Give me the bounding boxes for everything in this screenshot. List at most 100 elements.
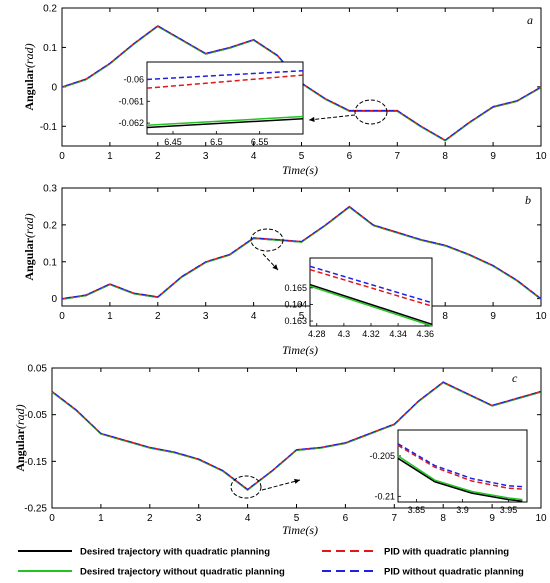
y-tick-label: 0 <box>51 294 57 305</box>
inset-panel: 4.28 4.3 4.32 4.34 4.36 0.165 0.164 0.163 <box>284 257 434 339</box>
x-tick-label: 5 <box>299 311 305 322</box>
zoom-region-marker <box>230 475 262 499</box>
x-tick-label: 5 <box>294 513 300 524</box>
inset-series-pid-noqp <box>309 265 433 304</box>
panel-label: a <box>527 13 533 27</box>
x-tick-label: 1 <box>107 311 113 322</box>
inset-y-tick-label: 0.163 <box>284 316 307 326</box>
x-tick-label: 9 <box>490 311 496 322</box>
x-tick-label: 1 <box>98 513 104 524</box>
legend-label: PID without quadratic planning <box>384 567 524 578</box>
inset-x-tick-label: 4.28 <box>308 329 326 339</box>
inset-series-pid-qp <box>146 74 304 89</box>
x-tick-label: 7 <box>392 513 398 524</box>
legend-label: Desired trajectory without quadratic pla… <box>80 567 285 578</box>
y-tick-label: -0.25 <box>24 504 47 515</box>
y-axis-label: Angular(rad) <box>22 43 36 110</box>
zoom-arrow-head <box>309 116 315 123</box>
x-tick-label: 4 <box>251 151 257 162</box>
y-tick-label: 0 <box>51 82 57 93</box>
series-pid-with-planning <box>51 381 542 491</box>
x-tick-label: 10 <box>535 311 547 322</box>
x-axis-label: Time(s) <box>282 523 318 537</box>
x-tick-label: 9 <box>490 151 496 162</box>
chart-panel-b: 01234567891000.10.20.3Time(s)Angular(rad… <box>22 184 547 358</box>
inset-series-desired-noqp <box>309 285 433 327</box>
series-pid-without-planning <box>61 205 542 300</box>
y-tick-label: 0.2 <box>43 4 57 15</box>
x-tick-label: 3 <box>203 151 209 162</box>
inset-series-desired-qp <box>146 117 304 129</box>
x-tick-label: 10 <box>535 513 547 524</box>
inset-series-pid-noqp <box>397 443 523 488</box>
x-tick-label: 7 <box>395 151 401 162</box>
x-axis-label: Time(s) <box>282 343 318 357</box>
x-tick-label: 10 <box>535 151 547 162</box>
x-tick-label: 5 <box>299 151 305 162</box>
y-tick-label: 0.2 <box>43 220 57 231</box>
legend-item: PID without quadratic planning <box>322 567 524 578</box>
y-tick-label: 0.1 <box>43 43 57 54</box>
zoom-arrow-head <box>294 478 300 484</box>
y-axis-unit: (rad) <box>22 213 36 238</box>
inset-y-tick-label: -0.21 <box>374 491 395 501</box>
x-tick-label: 8 <box>440 513 446 524</box>
x-tick-label: 9 <box>489 513 495 524</box>
x-tick-label: 8 <box>442 151 448 162</box>
series-pid-without-planning <box>51 381 542 491</box>
inset-series-pid-qp <box>309 268 433 307</box>
x-tick-label: 0 <box>49 513 55 524</box>
x-tick-label: 6 <box>343 513 349 524</box>
y-axis-unit: (rad) <box>13 404 27 429</box>
x-tick-label: 1 <box>107 151 113 162</box>
chart-panel-c: 0 1 2 3 4 5 6 7 8 9 10 -0.25 -0.15 -0.05 0.05 Time(s) An… <box>13 364 547 538</box>
inset-x-tick-label: 4.34 <box>389 329 407 339</box>
x-tick-label: 0 <box>59 311 65 322</box>
zoom-arrow <box>261 479 301 491</box>
legend-label: PID with quadratic planning <box>384 547 509 558</box>
x-tick-label: 8 <box>442 311 448 322</box>
x-tick-label: 2 <box>155 151 161 162</box>
y-tick-label: 0.1 <box>43 257 57 268</box>
zoom-arrow-head <box>272 264 278 270</box>
x-tick-label: 6 <box>347 151 353 162</box>
x-tick-label: 3 <box>196 513 202 524</box>
chart-panel-a: 0 1 2 3 4 5 6 7 8 9 10 -0.1 0 0.1 0.2 Time(s) Angular(ra… <box>22 4 547 178</box>
zoom-region-marker <box>354 99 388 125</box>
inset-y-tick-label: -0.061 <box>118 96 144 106</box>
inset-panel: 3.85 3.9 3.95 -0.205 -0.21 <box>369 429 528 515</box>
y-tick-label: -0.1 <box>40 122 58 133</box>
y-tick-label: -0.15 <box>24 457 47 468</box>
inset-series-pid-qp <box>397 444 523 490</box>
x-tick-label: 4 <box>245 513 251 524</box>
y-axis-unit: (rad) <box>22 43 36 68</box>
y-tick-label: 0.05 <box>28 364 48 375</box>
inset-series-pid-noqp <box>146 69 304 81</box>
inset-frame <box>397 429 528 503</box>
x-axis-label: Time(s) <box>282 163 318 177</box>
y-axis-label: Angular(rad) <box>13 404 27 471</box>
inset-x-tick-label: 6.45 <box>164 137 182 147</box>
legend-item: Desired trajectory with quadratic planni… <box>18 547 270 558</box>
inset-x-tick-label: 4.32 <box>362 329 380 339</box>
y-tick-label: -0.05 <box>24 410 47 421</box>
inset-y-tick-label: 0.165 <box>284 283 307 293</box>
x-tick-label: 3 <box>203 311 209 322</box>
legend-label: Desired trajectory with quadratic planni… <box>80 547 270 558</box>
inset-y-tick-label: -0.205 <box>369 451 395 461</box>
inset-x-tick-label: 6.5 <box>210 137 223 147</box>
x-tick-label: 2 <box>147 513 153 524</box>
zoom-region-marker <box>250 228 284 252</box>
legend-item: Desired trajectory without quadratic pla… <box>18 567 285 578</box>
panel-label: c <box>512 371 518 385</box>
y-tick-label: 0.3 <box>43 184 57 195</box>
inset-x-tick-label: 3.85 <box>408 505 426 515</box>
inset-panel: 6.45 6.5 6.55 -0.06 -0.061 -0.062 <box>118 61 304 147</box>
inset-series-desired-qp <box>397 457 523 502</box>
inset-x-tick-label: 4.36 <box>416 329 434 339</box>
panel-label: b <box>525 193 531 207</box>
inset-frame <box>146 61 304 135</box>
inset-y-tick-label: 0.164 <box>284 299 307 309</box>
inset-x-tick-label: 3.95 <box>500 505 518 515</box>
inset-y-tick-label: -0.062 <box>118 118 144 128</box>
